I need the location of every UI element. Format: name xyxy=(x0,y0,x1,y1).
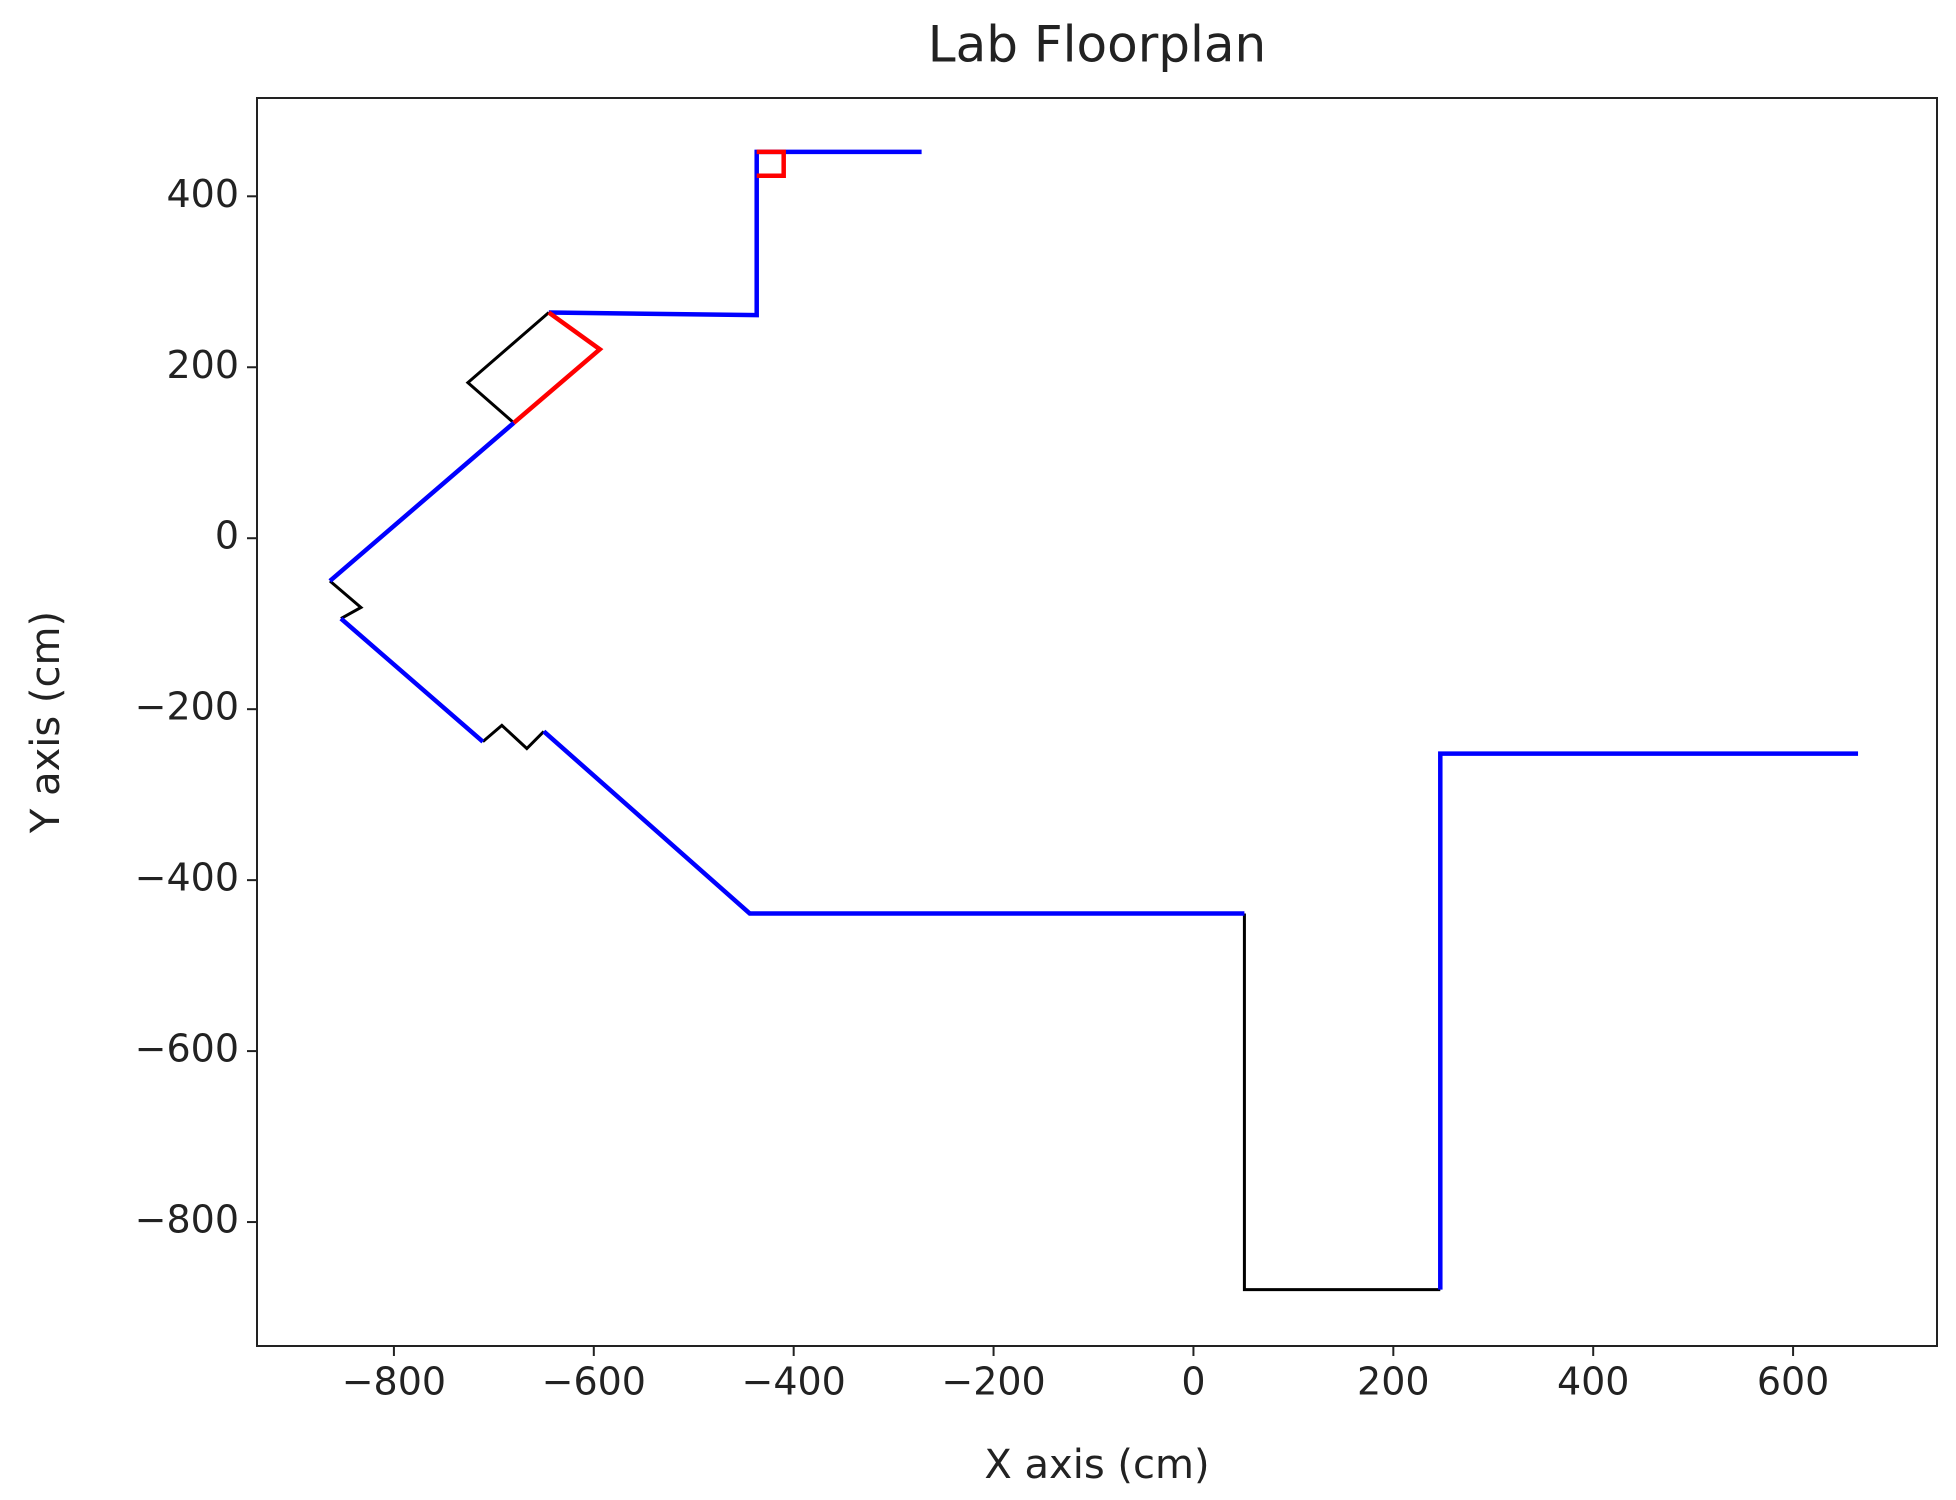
x-tick-label: −800 xyxy=(342,1360,446,1404)
y-tick-label: 200 xyxy=(166,343,239,387)
chart-title: Lab Floorplan xyxy=(928,16,1266,74)
x-tick-label: −400 xyxy=(741,1360,845,1404)
y-axis-label: Y axis (cm) xyxy=(23,611,69,834)
y-tick-label: −200 xyxy=(135,685,239,729)
x-tick-label: 0 xyxy=(1181,1360,1205,1404)
series-line xyxy=(328,149,1859,1290)
x-tick-label: 400 xyxy=(1557,1360,1630,1404)
y-tick-label: −800 xyxy=(135,1198,239,1242)
series-line xyxy=(328,311,1441,1292)
x-tick-label: 600 xyxy=(1757,1360,1830,1404)
series-line xyxy=(512,149,786,425)
x-tick-label: 200 xyxy=(1357,1360,1430,1404)
y-tick-label: 400 xyxy=(166,172,239,216)
y-tick-label: −400 xyxy=(135,856,239,900)
y-tick-label: −600 xyxy=(135,1027,239,1071)
x-tick-label: −600 xyxy=(542,1360,646,1404)
plot-area xyxy=(328,149,1859,1292)
x-tick-label: −200 xyxy=(941,1360,1045,1404)
y-tick-label: 0 xyxy=(215,514,239,558)
x-axis-label: X axis (cm) xyxy=(984,1442,1209,1488)
axes-frame xyxy=(256,97,1938,1347)
